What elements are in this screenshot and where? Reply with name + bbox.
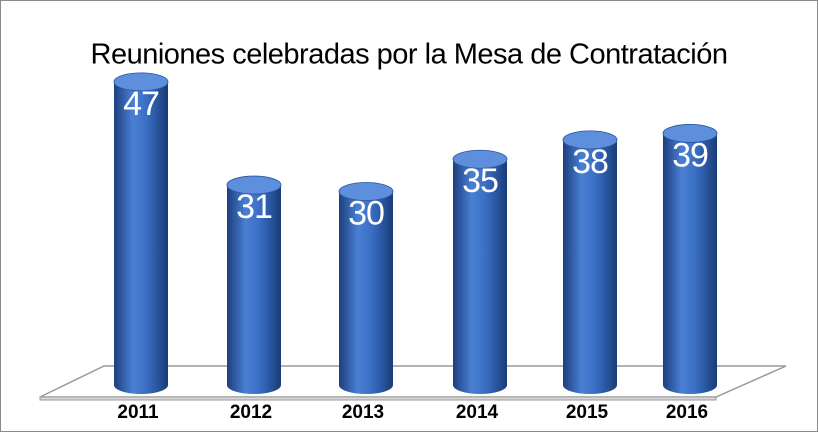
x-tick-label: 2012 (230, 402, 272, 423)
value-label: 30 (348, 194, 384, 232)
bar-top (662, 124, 718, 143)
value-label: 35 (462, 162, 498, 200)
x-tick-label: 2014 (456, 402, 499, 423)
bar (114, 72, 168, 394)
x-tick-label: 2013 (342, 402, 384, 423)
value-label: 47 (123, 85, 159, 123)
value-label: 39 (672, 136, 708, 174)
value-label: 38 (572, 143, 608, 181)
value-label: 31 (236, 188, 272, 226)
bar (339, 182, 393, 394)
x-tick-label: 2016 (666, 402, 708, 423)
bar-top (113, 72, 169, 92)
bar (227, 176, 281, 394)
bar-top (562, 130, 618, 150)
bar (663, 124, 717, 394)
bar-top (452, 149, 508, 169)
bar-top (226, 175, 282, 195)
chart-title: Reuniones celebradas por la Mesa de Cont… (91, 39, 728, 71)
bar-top (338, 182, 394, 201)
x-tick-label: 2011 (117, 402, 159, 423)
bar (563, 130, 617, 394)
bar (453, 150, 507, 394)
x-tick-label: 2015 (566, 402, 609, 423)
floor-edge (39, 396, 717, 401)
